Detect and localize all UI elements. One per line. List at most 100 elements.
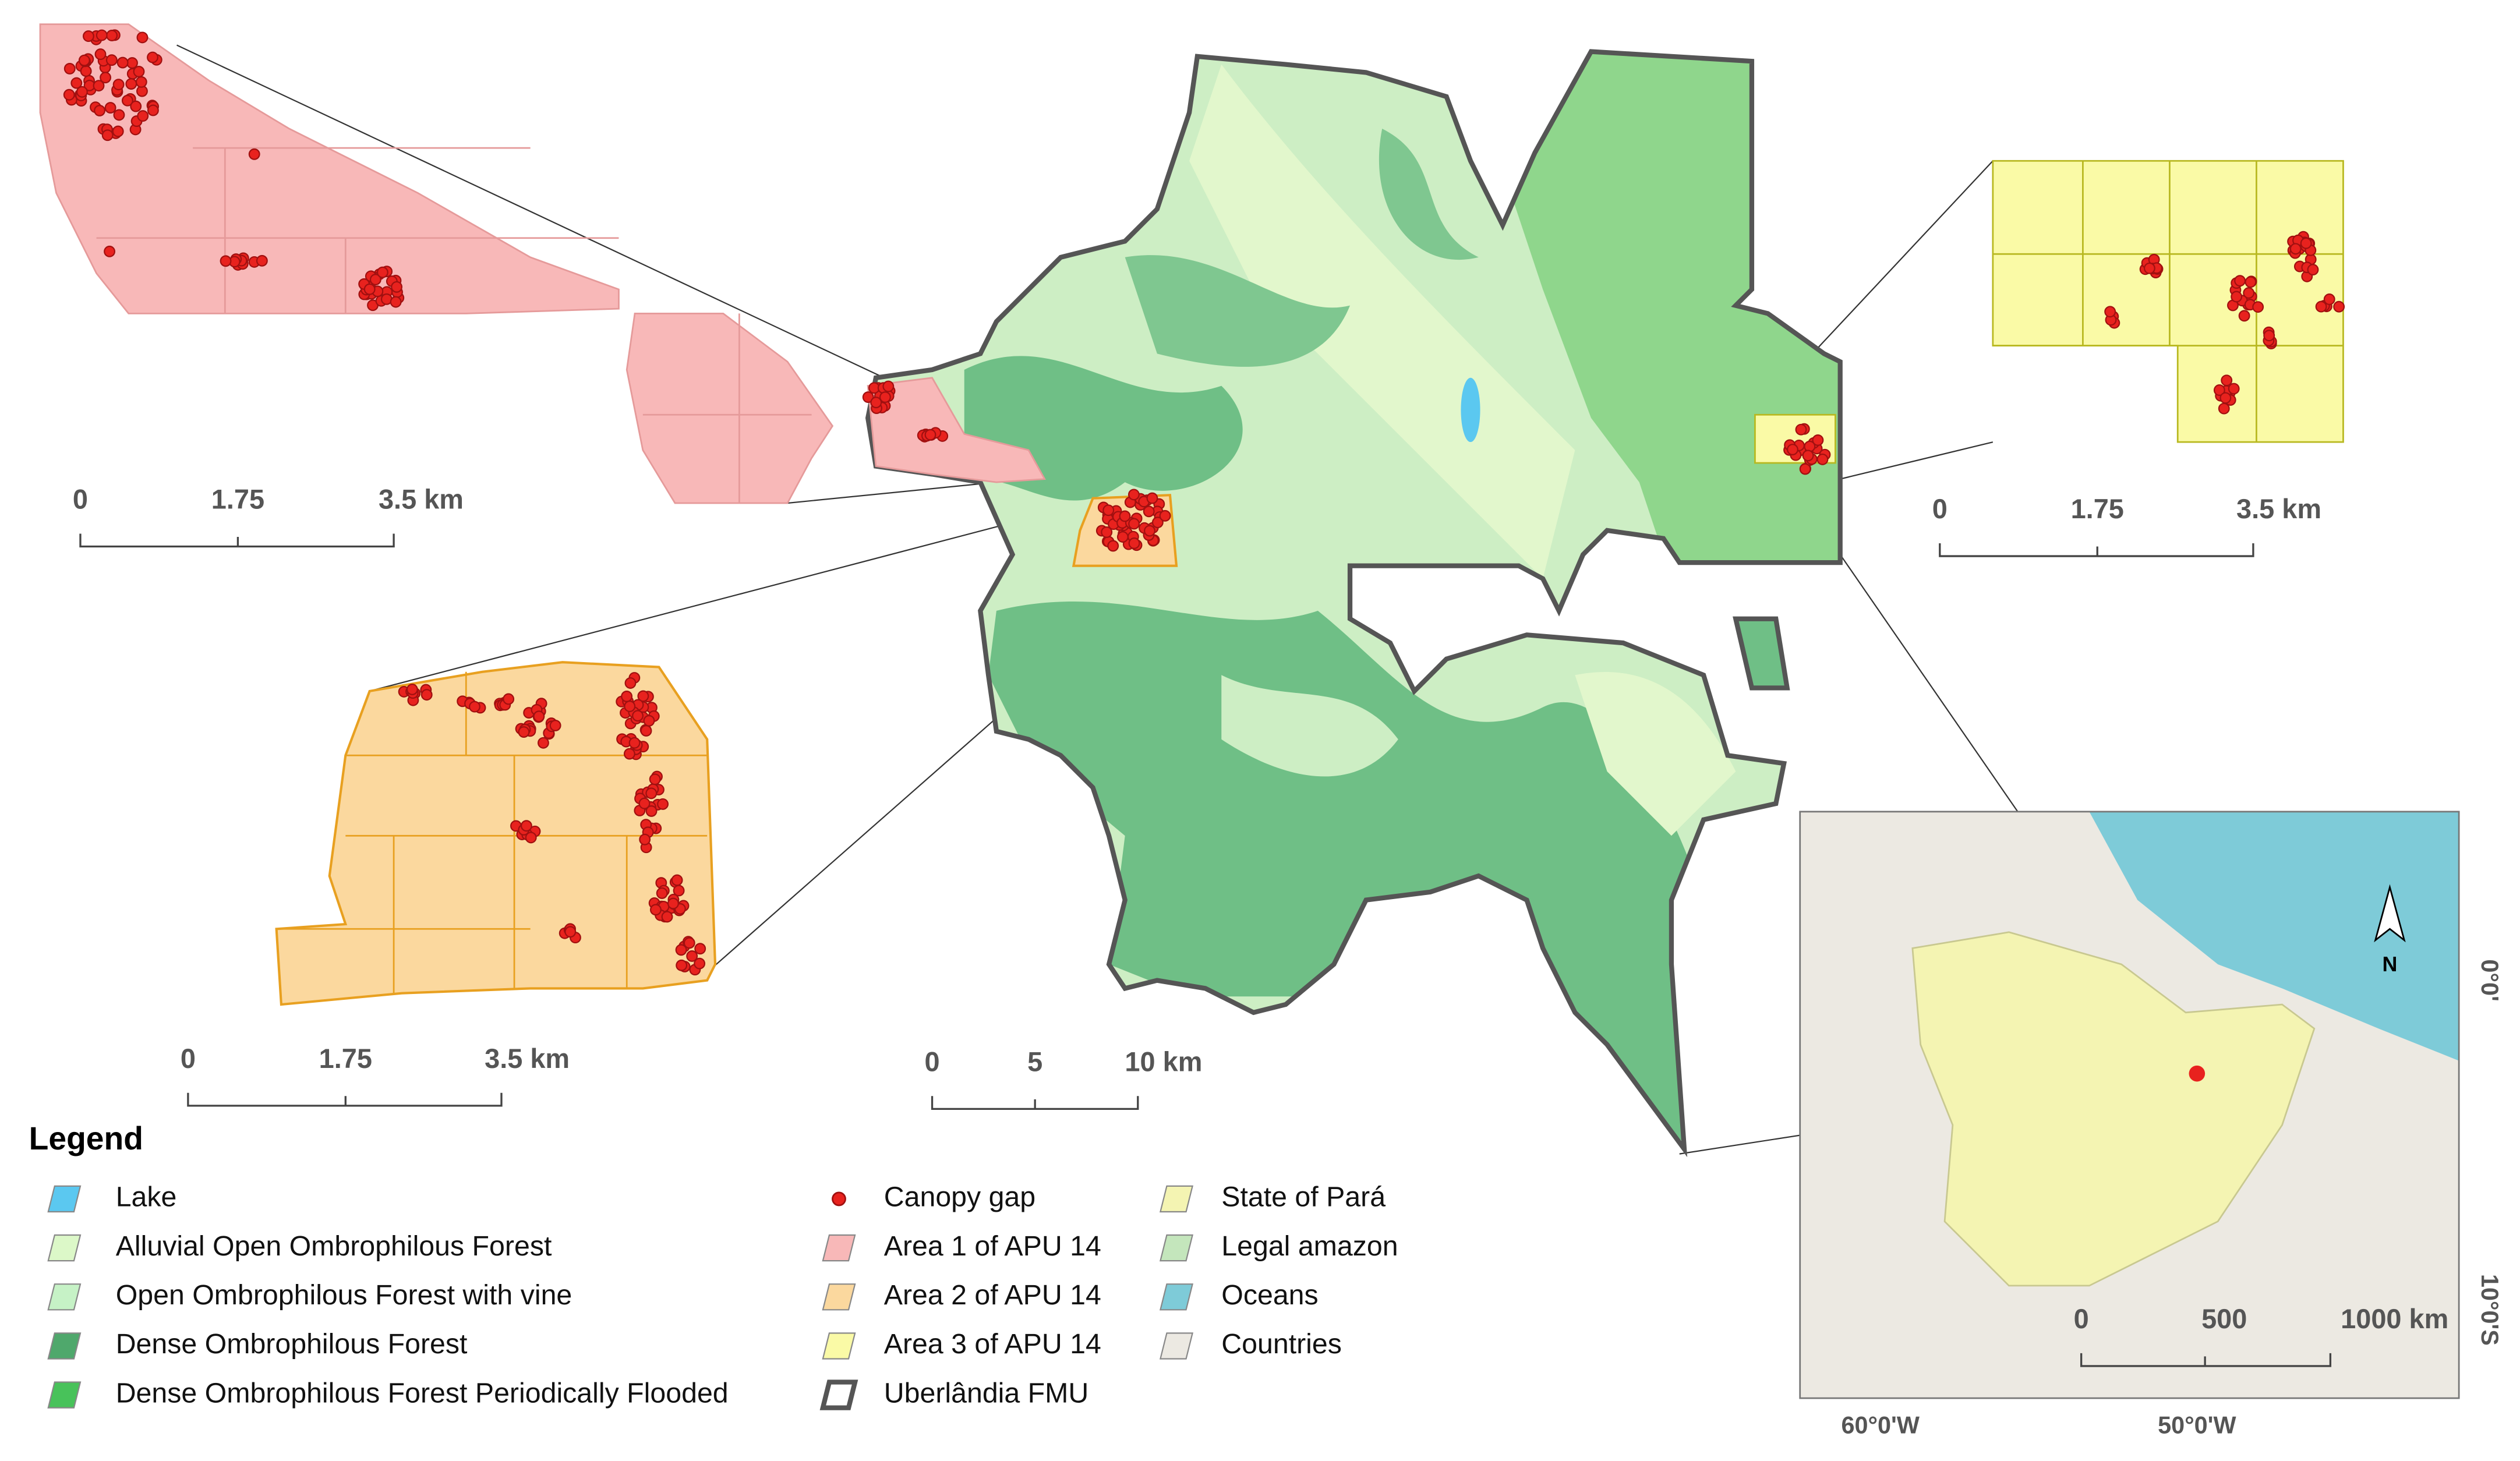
canopy-gap bbox=[1128, 489, 1140, 501]
canopy-gap bbox=[63, 62, 76, 75]
legend-symbol bbox=[47, 1332, 82, 1360]
legend-label: Countries bbox=[1221, 1328, 1342, 1360]
canopy-gap bbox=[256, 254, 268, 267]
canopy-gap bbox=[113, 109, 125, 121]
legend-label: Area 3 of APU 14 bbox=[884, 1328, 1101, 1360]
scale-label: 3.5 km bbox=[2236, 494, 2321, 524]
latitude-label: 10°0'S bbox=[2476, 1274, 2503, 1346]
canopy-gap bbox=[2307, 264, 2319, 276]
canopy-gap bbox=[369, 274, 381, 285]
longitude-label: 50°0'W bbox=[2158, 1412, 2236, 1439]
canopy-gap bbox=[116, 56, 129, 69]
canopy-gap bbox=[1128, 537, 1140, 549]
canopy-gap bbox=[82, 30, 94, 43]
canopy-gap bbox=[2252, 301, 2264, 313]
legend-symbol bbox=[47, 1283, 82, 1311]
canopy-gap bbox=[637, 690, 649, 702]
canopy-gap bbox=[643, 714, 655, 727]
canopy-gap bbox=[657, 798, 669, 810]
canopy-gap bbox=[549, 719, 561, 731]
legend-symbol bbox=[819, 1379, 858, 1410]
canopy-gap bbox=[694, 943, 706, 955]
canopy-gap bbox=[76, 86, 88, 98]
legend-symbol bbox=[822, 1283, 856, 1311]
canopy-gap bbox=[525, 832, 537, 844]
canopy-gap bbox=[2143, 262, 2155, 274]
canopy-gap bbox=[2315, 300, 2327, 313]
canopy-gap bbox=[686, 950, 698, 962]
inset-area3 bbox=[1992, 160, 2344, 443]
canopy-gap bbox=[63, 89, 75, 101]
canopy-gap bbox=[924, 429, 936, 441]
canopy-gap bbox=[147, 51, 158, 63]
scale-label: 3.5 km bbox=[379, 484, 464, 515]
canopy-gap bbox=[624, 701, 636, 712]
canopy-gap bbox=[94, 48, 107, 61]
legend-symbol bbox=[1159, 1185, 1194, 1213]
canopy-gap bbox=[1128, 518, 1140, 530]
canopy-gap bbox=[112, 125, 124, 137]
canopy-gap bbox=[80, 65, 92, 77]
canopy-gap bbox=[650, 904, 662, 916]
canopy-gap bbox=[520, 820, 532, 832]
canopy-gap bbox=[673, 885, 685, 897]
canopy-gap bbox=[1102, 504, 1115, 517]
canopy-gap bbox=[640, 725, 652, 737]
canopy-gap bbox=[1146, 492, 1158, 504]
scale-label: 500 bbox=[2201, 1304, 2247, 1334]
canopy-gap bbox=[661, 911, 673, 923]
canopy-gap bbox=[621, 691, 633, 702]
canopy-gap bbox=[2333, 300, 2345, 313]
canopy-gap bbox=[420, 689, 433, 701]
canopy-gap bbox=[628, 737, 641, 749]
canopy-gap bbox=[93, 80, 105, 92]
canopy-gap bbox=[106, 30, 118, 41]
canopy-gap bbox=[623, 748, 635, 760]
canopy-gap bbox=[137, 110, 149, 122]
canopy-gap bbox=[639, 833, 651, 846]
canopy-gap bbox=[390, 296, 402, 308]
canopy-gap bbox=[1144, 525, 1155, 537]
canopy-gap bbox=[675, 944, 687, 956]
canopy-gap bbox=[694, 957, 706, 970]
legend-symbol bbox=[822, 1234, 856, 1262]
area1-main bbox=[867, 377, 1046, 483]
canopy-gap bbox=[1119, 510, 1131, 522]
legend-symbol bbox=[47, 1185, 82, 1213]
scale-label: 0 bbox=[73, 484, 88, 515]
canopy-gap bbox=[2104, 306, 2116, 318]
scale-label: 10 km bbox=[1125, 1047, 1202, 1077]
canopy-gap bbox=[538, 737, 549, 749]
canopy-gap bbox=[862, 391, 874, 403]
forest-types bbox=[868, 51, 1840, 1149]
legend-label: Oceans bbox=[1221, 1279, 1318, 1311]
canopy-gap bbox=[1159, 510, 1171, 522]
canopy-gap bbox=[649, 773, 661, 786]
canopy-gap bbox=[1107, 540, 1119, 552]
canopy-gap bbox=[94, 104, 106, 116]
legend-label: Legal amazon bbox=[1221, 1230, 1398, 1262]
scale-label: 0 bbox=[925, 1047, 940, 1077]
legend-label: Uberlândia FMU bbox=[884, 1377, 1089, 1409]
legend: Lake Alluvial Open Ombrophilous Forest Ope… bbox=[47, 1181, 1398, 1410]
canopy-gap bbox=[1787, 444, 1798, 455]
scale-label: 1.75 bbox=[319, 1043, 372, 1074]
canopy-gap bbox=[2245, 276, 2257, 288]
canopy-gap bbox=[363, 283, 376, 295]
legend-symbol bbox=[1159, 1234, 1194, 1262]
legend-label: Open Ombrophilous Forest with vine bbox=[116, 1279, 572, 1311]
canopy-gap bbox=[2228, 383, 2240, 395]
canopy-gap bbox=[2231, 291, 2243, 303]
canopy-gap bbox=[518, 726, 530, 738]
canopy-gap bbox=[2238, 310, 2250, 322]
latitude-label: 0°0' bbox=[2476, 959, 2503, 1001]
canopy-gap bbox=[671, 874, 683, 886]
canopy-gap bbox=[2219, 392, 2232, 404]
canopy-gap bbox=[632, 710, 644, 722]
canopy-gap bbox=[112, 79, 125, 91]
canopy-gap bbox=[126, 57, 138, 69]
canopy-gap bbox=[220, 255, 232, 267]
scale-label: 0 bbox=[1932, 494, 1948, 524]
